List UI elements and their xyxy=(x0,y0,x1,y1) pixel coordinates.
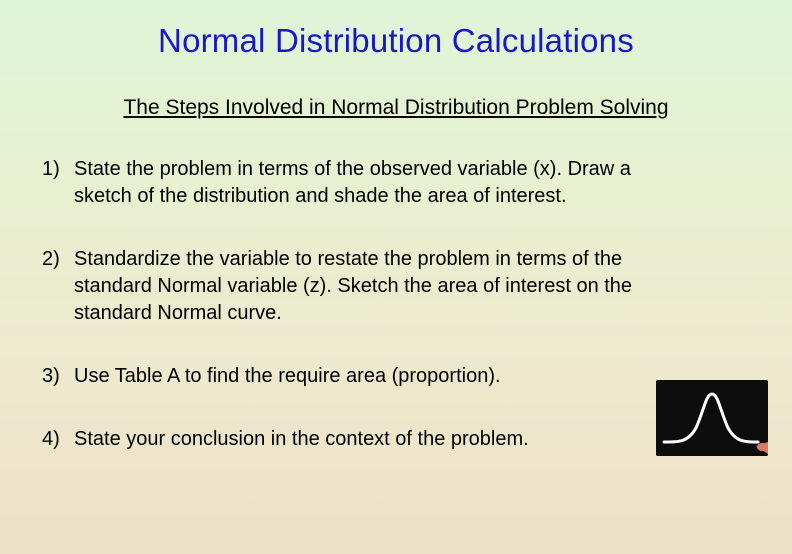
step-number: 3) xyxy=(42,363,74,390)
step-item: 1) State the problem in terms of the obs… xyxy=(42,156,752,210)
step-number: 1) xyxy=(42,156,74,183)
step-item: 3) Use Table A to find the require area … xyxy=(42,363,752,390)
subtitle: The Steps Involved in Normal Distributio… xyxy=(0,96,792,120)
page-title: Normal Distribution Calculations xyxy=(0,0,792,68)
step-text: State the problem in terms of the observ… xyxy=(74,156,752,210)
slide: Normal Distribution Calculations The Ste… xyxy=(0,0,792,554)
step-text: State your conclusion in the context of … xyxy=(74,426,752,453)
step-number: 4) xyxy=(42,426,74,453)
step-number: 2) xyxy=(42,246,74,273)
step-text: Standardize the variable to restate the … xyxy=(74,246,752,327)
step-item: 4) State your conclusion in the context … xyxy=(42,426,752,453)
step-item: 2) Standardize the variable to restate t… xyxy=(42,246,752,327)
bell-curve-image xyxy=(656,380,768,456)
step-text: Use Table A to find the require area (pr… xyxy=(74,363,752,390)
